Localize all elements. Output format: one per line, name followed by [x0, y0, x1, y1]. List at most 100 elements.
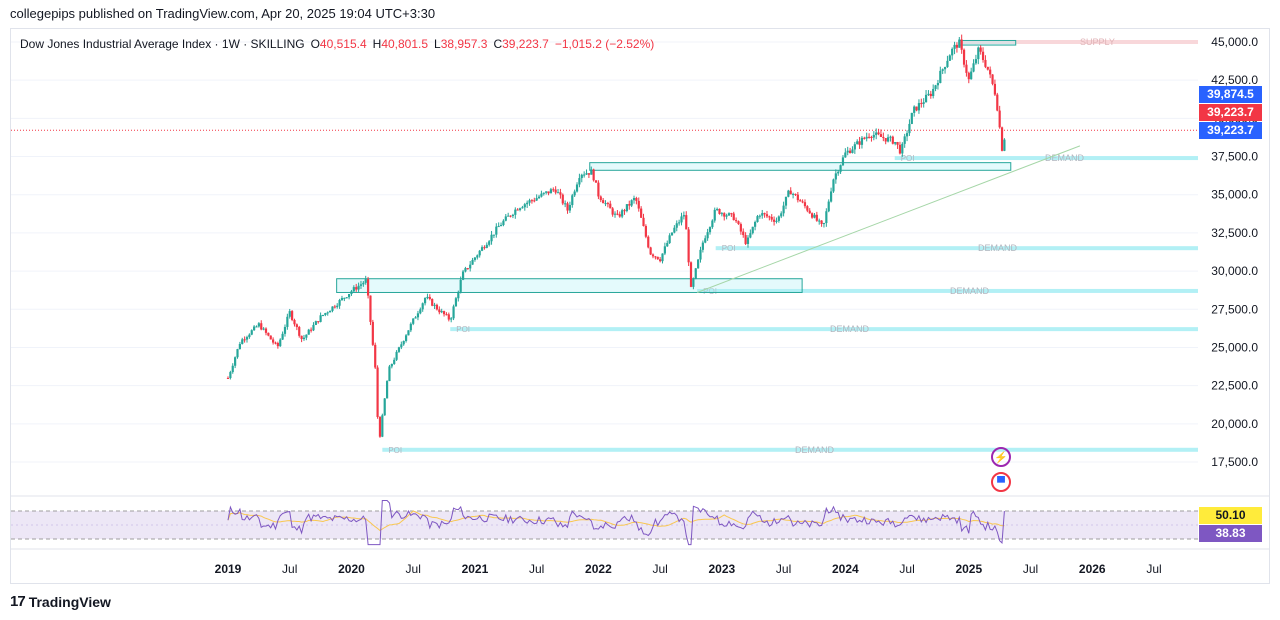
candle	[625, 204, 628, 212]
candle	[934, 85, 937, 89]
candle	[782, 205, 785, 214]
candle	[499, 225, 503, 227]
candle	[497, 226, 500, 228]
candle	[371, 321, 374, 345]
us-flag-icon[interactable]: ▀	[991, 472, 1011, 492]
candle	[799, 200, 802, 202]
x-tick-label: Jul	[652, 562, 667, 576]
y-tick-label: 35,000.0	[1211, 188, 1258, 202]
candle	[649, 247, 652, 255]
candle	[825, 211, 828, 224]
x-tick-label: Jul	[529, 562, 544, 576]
candle	[255, 326, 258, 328]
candle	[839, 165, 842, 172]
candle	[706, 232, 709, 239]
candle	[870, 136, 873, 138]
candle	[281, 333, 284, 340]
open-value: 40,515.4	[319, 37, 367, 51]
candle	[597, 182, 600, 197]
candle	[856, 141, 859, 145]
candle	[844, 152, 847, 158]
tradingview-logo[interactable]: 17 TradingView	[10, 593, 111, 610]
candle	[822, 223, 826, 225]
x-tick-label: 2025	[955, 562, 982, 576]
candle	[250, 330, 253, 335]
candle	[948, 55, 951, 61]
candle	[279, 339, 282, 347]
candle	[236, 349, 239, 358]
x-tick-label: Jul	[282, 562, 297, 576]
candle	[720, 213, 723, 215]
candle	[286, 316, 289, 327]
candle	[656, 256, 659, 260]
price-badge-close: 39,223.7	[1199, 122, 1262, 139]
candle	[879, 134, 883, 137]
candle	[891, 136, 894, 144]
candle	[901, 143, 904, 154]
candle	[461, 271, 465, 280]
candle	[687, 229, 690, 263]
candle	[951, 48, 954, 56]
candle	[528, 200, 531, 203]
high-value: 40,801.5	[381, 37, 429, 51]
candle	[357, 285, 360, 290]
poi-label: POI	[901, 154, 915, 163]
candle	[359, 284, 363, 286]
candle	[882, 136, 885, 139]
lightning-icon[interactable]: ⚡	[991, 447, 1011, 467]
candle	[979, 47, 982, 52]
candle	[837, 171, 840, 174]
candle	[583, 174, 586, 176]
x-tick-label: 2022	[585, 562, 612, 576]
candle	[594, 180, 598, 183]
candle	[454, 298, 458, 307]
candle	[369, 295, 372, 322]
candle	[993, 83, 997, 95]
candle	[381, 415, 384, 437]
candle	[554, 189, 557, 193]
candle	[642, 217, 645, 227]
candle	[345, 297, 348, 299]
candle	[587, 173, 591, 175]
candle	[438, 309, 441, 313]
demand-zone	[697, 288, 1198, 293]
candle	[708, 227, 712, 233]
candle	[262, 328, 265, 330]
candle	[647, 236, 650, 248]
candle	[488, 241, 491, 245]
candle	[231, 365, 234, 373]
poi-label: POI	[388, 446, 402, 455]
change-value: −1,015.2 (−2.52%)	[554, 37, 655, 51]
candle	[651, 254, 655, 257]
candle	[640, 208, 643, 218]
candle	[984, 59, 987, 67]
candle	[492, 234, 496, 236]
candle	[343, 297, 346, 299]
candle	[530, 200, 534, 202]
candle	[283, 326, 287, 334]
candle	[977, 47, 980, 60]
candle	[818, 220, 821, 222]
candle	[806, 206, 809, 211]
candle	[402, 340, 405, 345]
candle	[447, 314, 450, 320]
candle	[867, 136, 871, 138]
x-tick-label: Jul	[406, 562, 421, 576]
candle	[763, 213, 766, 215]
candle	[958, 39, 961, 48]
demand-zone	[894, 156, 1198, 161]
rsi-line	[227, 500, 1005, 546]
candle	[471, 259, 474, 265]
candle	[699, 249, 702, 260]
x-tick-label: Jul	[1023, 562, 1038, 576]
candle	[310, 329, 313, 331]
candle	[526, 202, 529, 205]
candle	[542, 192, 545, 194]
candle	[478, 250, 481, 256]
candle	[414, 317, 417, 319]
candle	[635, 198, 638, 201]
candle	[473, 257, 477, 260]
candle	[704, 238, 707, 243]
candle	[238, 343, 241, 350]
